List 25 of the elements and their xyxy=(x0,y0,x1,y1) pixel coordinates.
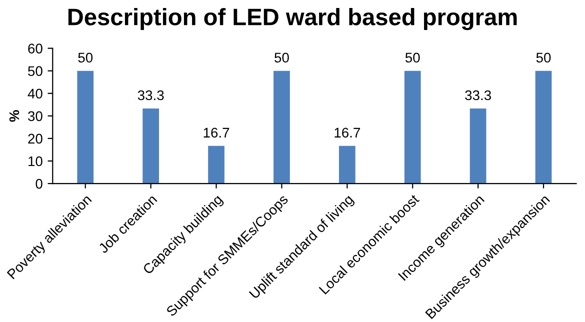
data-label: 16.7 xyxy=(334,128,360,138)
bar xyxy=(208,146,224,184)
y-tick-label: 10 xyxy=(28,156,42,166)
y-tick-label: 40 xyxy=(28,88,42,99)
y-tick-label: 60 xyxy=(28,44,42,54)
data-label: 50 xyxy=(78,52,93,63)
bar xyxy=(535,70,552,184)
bar xyxy=(142,108,159,184)
data-label: 16.7 xyxy=(204,128,230,138)
y-tick-label: 0 xyxy=(36,178,42,189)
bar xyxy=(338,146,356,184)
bar xyxy=(274,70,290,184)
chart-title: Description of LED ward based program xyxy=(68,8,517,30)
y-tick-label: 20 xyxy=(28,134,42,144)
data-label: 33.3 xyxy=(138,90,164,100)
y-axis-title: % xyxy=(9,110,20,122)
bar xyxy=(77,70,94,184)
bar xyxy=(404,70,421,184)
y-tick-label: 50 xyxy=(28,66,42,76)
data-label: 50 xyxy=(274,52,289,63)
data-label: 50 xyxy=(405,52,420,63)
data-label: 33.3 xyxy=(465,90,491,100)
y-tick-label: 30 xyxy=(28,111,42,122)
bar xyxy=(470,108,486,184)
data-label: 50 xyxy=(536,52,551,63)
